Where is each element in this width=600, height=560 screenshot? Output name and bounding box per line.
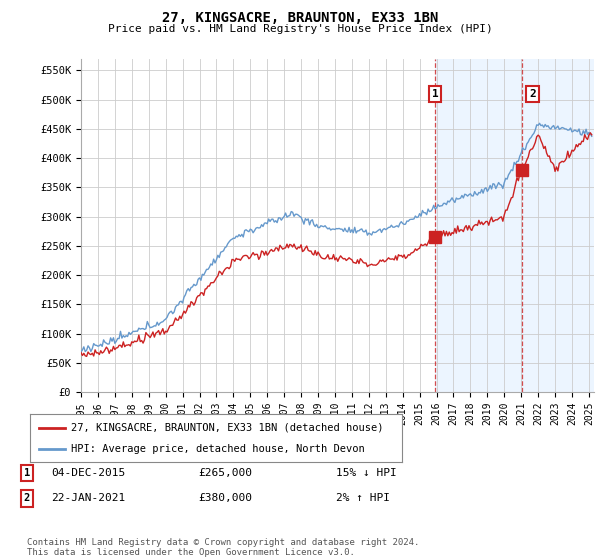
- Text: 1: 1: [432, 89, 439, 99]
- Text: Contains HM Land Registry data © Crown copyright and database right 2024.
This d: Contains HM Land Registry data © Crown c…: [27, 538, 419, 557]
- Text: £265,000: £265,000: [198, 468, 252, 478]
- Text: 2: 2: [529, 89, 536, 99]
- Text: HPI: Average price, detached house, North Devon: HPI: Average price, detached house, Nort…: [71, 444, 365, 454]
- Text: 2: 2: [24, 493, 30, 503]
- Text: 27, KINGSACRE, BRAUNTON, EX33 1BN: 27, KINGSACRE, BRAUNTON, EX33 1BN: [162, 11, 438, 25]
- Bar: [435, 59, 600, 392]
- Text: 2% ↑ HPI: 2% ↑ HPI: [336, 493, 390, 503]
- Text: £380,000: £380,000: [198, 493, 252, 503]
- Text: Price paid vs. HM Land Registry's House Price Index (HPI): Price paid vs. HM Land Registry's House …: [107, 24, 493, 34]
- Text: 22-JAN-2021: 22-JAN-2021: [51, 493, 125, 503]
- Text: 15% ↓ HPI: 15% ↓ HPI: [336, 468, 397, 478]
- Text: 04-DEC-2015: 04-DEC-2015: [51, 468, 125, 478]
- Text: 1: 1: [24, 468, 30, 478]
- Text: 27, KINGSACRE, BRAUNTON, EX33 1BN (detached house): 27, KINGSACRE, BRAUNTON, EX33 1BN (detac…: [71, 423, 383, 433]
